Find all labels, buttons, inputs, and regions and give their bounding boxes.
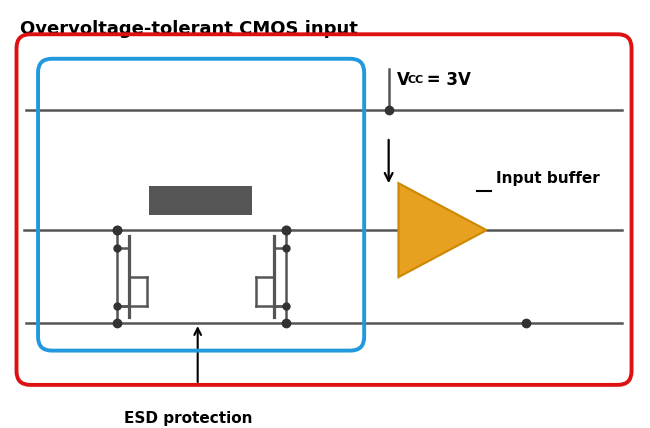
- Bar: [149, 186, 252, 215]
- Text: ESD protection: ESD protection: [124, 411, 253, 426]
- Text: V: V: [396, 71, 410, 89]
- Polygon shape: [398, 183, 487, 277]
- Text: Input buffer: Input buffer: [497, 171, 600, 186]
- Text: Overvoltage-tolerant CMOS input: Overvoltage-tolerant CMOS input: [20, 20, 358, 38]
- Text: CC: CC: [408, 75, 424, 86]
- Text: = 3V: = 3V: [421, 71, 471, 89]
